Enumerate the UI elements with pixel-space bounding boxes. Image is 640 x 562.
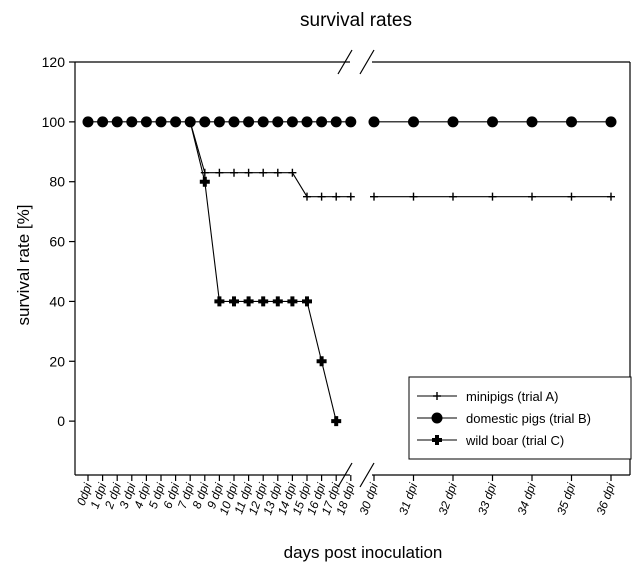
- data-point: [447, 116, 459, 128]
- legend: minipigs (trial A) domestic pigs (trial B…: [408, 376, 632, 460]
- axis-break-mark: [359, 462, 375, 488]
- series-layer: [82, 116, 617, 427]
- data-point: [244, 168, 253, 177]
- data-point: [215, 168, 224, 177]
- x-axis-title: days post inoculation: [284, 543, 443, 562]
- y-tick-label: 20: [49, 353, 65, 369]
- data-point: [243, 116, 255, 128]
- data-point: [368, 116, 380, 128]
- data-point: [199, 176, 210, 187]
- data-point: [332, 192, 341, 201]
- data-point: [331, 416, 342, 427]
- data-point: [409, 192, 418, 201]
- data-point: [213, 116, 225, 128]
- y-tick-label: 120: [42, 54, 66, 70]
- data-point: [272, 296, 283, 307]
- data-point: [259, 168, 268, 177]
- legend-label: wild boar (trial C): [465, 433, 564, 448]
- data-point: [567, 192, 576, 201]
- data-point: [316, 116, 328, 128]
- x-tick-label: 35 dpi: [554, 481, 578, 517]
- series-line: [189, 121, 337, 422]
- data-point: [408, 116, 419, 128]
- y-axis: 0 20 40 60 80 100 120: [42, 54, 75, 429]
- legend-marker: [433, 392, 441, 400]
- x-tick-label: 34 dpi: [514, 481, 538, 517]
- axis-break-mark: [359, 49, 375, 75]
- x-tick-label: 36 dpi: [593, 481, 617, 517]
- series-line: [189, 121, 351, 198]
- legend-item: domestic pigs (trial B): [417, 411, 591, 426]
- data-point: [288, 168, 297, 177]
- chart-title: survival rates: [300, 10, 412, 31]
- legend-marker: [432, 435, 442, 445]
- data-point: [330, 116, 342, 128]
- data-point: [301, 116, 313, 128]
- data-point: [607, 192, 615, 201]
- data-point: [228, 116, 240, 128]
- data-point: [229, 296, 239, 307]
- data-point: [214, 296, 225, 307]
- data-point: [286, 116, 298, 128]
- data-point: [258, 296, 269, 307]
- y-tick-label: 0: [57, 413, 65, 429]
- y-tick-label: 80: [49, 174, 65, 190]
- series-0: [186, 117, 615, 201]
- legend-label: domestic pigs (trial B): [466, 411, 591, 426]
- data-point: [199, 116, 211, 128]
- legend-item: wild boar (trial C): [417, 433, 564, 448]
- data-point: [487, 116, 498, 128]
- series-2: [185, 116, 342, 427]
- y-tick-label: 100: [42, 114, 66, 130]
- x-tick-label: 33 dpi: [475, 481, 499, 517]
- y-tick-label: 40: [49, 293, 65, 309]
- data-point: [287, 296, 298, 307]
- data-point: [302, 296, 312, 307]
- data-point: [566, 116, 577, 128]
- plot-frame: [74, 49, 631, 488]
- data-point: [449, 192, 457, 201]
- y-tick-label: 60: [49, 234, 65, 250]
- series-1: [82, 116, 617, 128]
- y-axis-title: survival rate [%]: [14, 205, 33, 326]
- x-tick-label: 31 dpi: [396, 481, 420, 517]
- data-point: [303, 192, 311, 201]
- axis-break-mark: [337, 49, 353, 75]
- data-point: [345, 116, 357, 128]
- legend-marker: [431, 412, 443, 424]
- data-point: [370, 192, 378, 201]
- data-point: [97, 116, 109, 128]
- data-point: [526, 116, 538, 128]
- data-point: [82, 116, 94, 128]
- data-point: [257, 116, 269, 128]
- data-point: [317, 192, 326, 201]
- data-point: [272, 116, 284, 128]
- x-tick-label: 32 dpi: [435, 481, 459, 517]
- data-point: [111, 116, 123, 128]
- legend-item: minipigs (trial A): [417, 389, 558, 404]
- data-point: [346, 192, 355, 201]
- data-point: [140, 116, 152, 128]
- axis-break-mark: [337, 462, 353, 488]
- legend-label: minipigs (trial A): [466, 389, 558, 404]
- data-point: [488, 192, 497, 201]
- data-point: [605, 116, 617, 128]
- data-point: [185, 116, 196, 127]
- data-point: [155, 116, 167, 128]
- data-point: [126, 116, 138, 128]
- data-point: [273, 168, 282, 177]
- data-point: [243, 296, 254, 307]
- data-point: [170, 116, 182, 128]
- data-point: [528, 192, 536, 201]
- data-point: [230, 168, 238, 177]
- data-point: [316, 356, 327, 367]
